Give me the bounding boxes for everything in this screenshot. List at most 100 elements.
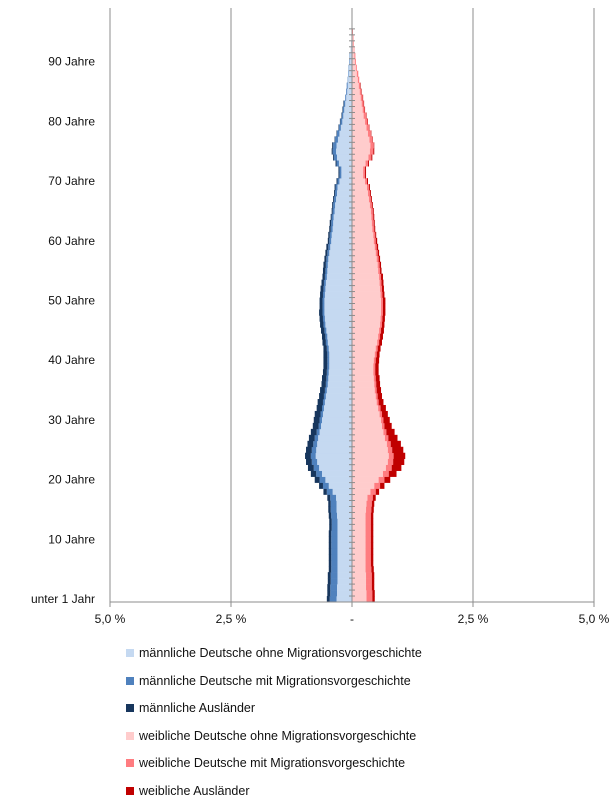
bar-female-s1-age-53 bbox=[380, 280, 382, 286]
bar-female-s1-age-7 bbox=[366, 554, 371, 560]
bar-male-s1-age-7 bbox=[331, 554, 337, 560]
bar-male-s2-age-38 bbox=[323, 369, 327, 375]
bar-female-s1-age-64 bbox=[371, 214, 373, 220]
bar-female-s2-age-38 bbox=[375, 369, 378, 375]
bar-male-s0-age-72 bbox=[341, 166, 352, 172]
bar-male-s2-age-21 bbox=[311, 471, 316, 477]
bar-female-s0-age-6 bbox=[352, 560, 366, 566]
bar-female-s1-age-25 bbox=[388, 447, 392, 453]
bar-female-s2-age-54 bbox=[381, 274, 383, 280]
bar-male-s2-age-68 bbox=[334, 190, 335, 196]
bar-female-s2-age-64 bbox=[373, 214, 374, 220]
bar-female-s2-age-0 bbox=[372, 596, 374, 602]
bar-male-s2-age-63 bbox=[330, 220, 331, 226]
bar-female-s1-age-40 bbox=[374, 357, 376, 363]
bar-male-s2-age-35 bbox=[320, 387, 325, 393]
bar-male-s1-age-73 bbox=[337, 160, 339, 166]
bar-female-s1-age-62 bbox=[372, 226, 374, 232]
bar-female-s2-age-37 bbox=[376, 375, 380, 381]
bar-female-s0-age-70 bbox=[352, 178, 365, 184]
bar-male-s1-age-40 bbox=[327, 357, 329, 363]
bar-female-s0-age-24 bbox=[352, 453, 389, 459]
bar-female-s0-age-64 bbox=[352, 214, 371, 220]
bar-male-s0-age-32 bbox=[324, 405, 352, 411]
bar-male-s1-age-21 bbox=[316, 471, 322, 477]
bar-male-s1-age-25 bbox=[312, 447, 316, 453]
bar-male-s1-age-56 bbox=[326, 262, 328, 268]
bar-female-s0-age-25 bbox=[352, 447, 388, 453]
bar-male-s0-age-12 bbox=[337, 524, 352, 530]
bar-female-s2-age-5 bbox=[371, 566, 373, 572]
bar-female-s1-age-68 bbox=[368, 190, 370, 196]
bar-male-s2-age-16 bbox=[328, 501, 330, 507]
bar-male-s1-age-47 bbox=[323, 315, 325, 321]
bar-female-s1-age-73 bbox=[366, 160, 368, 166]
bar-male-s0-age-83 bbox=[345, 101, 352, 107]
bar-female-s2-age-35 bbox=[377, 387, 381, 393]
bar-female-s0-age-16 bbox=[352, 501, 367, 507]
bar-female-s1-age-43 bbox=[377, 339, 379, 345]
bar-male-s0-age-31 bbox=[323, 411, 352, 417]
bar-male-s0-age-4 bbox=[337, 572, 352, 578]
bar-female-s0-age-50 bbox=[352, 298, 381, 304]
bar-male-s2-age-0 bbox=[327, 596, 330, 602]
bar-female-s2-age-71 bbox=[365, 172, 366, 178]
bar-male-s1-age-38 bbox=[327, 369, 329, 375]
bar-female-s1-age-70 bbox=[365, 178, 367, 184]
bar-male-s1-age-29 bbox=[319, 423, 321, 429]
bar-female-s1-age-34 bbox=[376, 393, 378, 399]
bar-male-s1-age-43 bbox=[326, 339, 328, 345]
bar-female-s1-age-67 bbox=[369, 196, 371, 202]
bar-female-s1-age-78 bbox=[368, 130, 371, 136]
bar-female-s1-age-36 bbox=[374, 381, 376, 387]
bar-male-s2-age-55 bbox=[323, 268, 325, 274]
bar-female-s0-age-48 bbox=[352, 309, 381, 315]
x-tick-label-2: - bbox=[350, 612, 354, 626]
bar-male-s0-age-20 bbox=[325, 477, 352, 483]
bar-male-s1-age-10 bbox=[331, 536, 337, 542]
bar-female-s0-age-41 bbox=[352, 351, 375, 357]
bar-male-s0-age-10 bbox=[337, 536, 352, 542]
bar-male-s1-age-72 bbox=[339, 166, 341, 172]
bar-male-s0-age-81 bbox=[343, 112, 352, 118]
bar-male-s2-age-67 bbox=[333, 196, 334, 202]
bar-female-s1-age-45 bbox=[379, 327, 381, 333]
bar-male-s1-age-83 bbox=[344, 101, 345, 107]
bar-female-s1-age-58 bbox=[376, 250, 378, 256]
bar-male-s0-age-50 bbox=[324, 298, 352, 304]
bar-male-s1-age-66 bbox=[333, 202, 335, 208]
bar-male-s0-age-25 bbox=[316, 447, 352, 453]
bar-male-s2-age-45 bbox=[321, 327, 324, 333]
bar-male-s1-age-59 bbox=[328, 244, 330, 250]
bar-female-s1-age-20 bbox=[379, 477, 385, 483]
bar-male-s0-age-61 bbox=[332, 232, 352, 238]
bar-male-s1-age-46 bbox=[323, 321, 325, 327]
bar-female-s2-age-21 bbox=[389, 471, 397, 477]
legend-swatch-4 bbox=[126, 759, 134, 767]
bar-female-s1-age-18 bbox=[370, 489, 375, 495]
bar-male-s0-age-56 bbox=[328, 262, 352, 268]
bar-male-s0-age-63 bbox=[333, 220, 352, 226]
bar-male-s0-age-26 bbox=[317, 441, 352, 447]
bar-female-s0-age-82 bbox=[352, 106, 363, 112]
bar-female-s0-age-29 bbox=[352, 423, 382, 429]
bar-male-s2-age-39 bbox=[323, 363, 327, 369]
bar-female-s1-age-56 bbox=[378, 262, 380, 268]
bar-male-s1-age-52 bbox=[323, 286, 325, 292]
bar-female-s0-age-53 bbox=[352, 280, 380, 286]
bar-female-s0-age-74 bbox=[352, 154, 368, 160]
bar-female-s2-age-36 bbox=[376, 381, 380, 387]
bar-female-s0-age-63 bbox=[352, 220, 372, 226]
bar-female-s0-age-85 bbox=[352, 89, 360, 95]
bar-male-s2-age-33 bbox=[318, 399, 323, 405]
bar-female-s0-age-17 bbox=[352, 495, 367, 501]
bar-female-s1-age-51 bbox=[381, 292, 383, 298]
bar-male-s1-age-20 bbox=[320, 477, 326, 483]
bar-male-s2-age-49 bbox=[320, 304, 323, 310]
bar-female-s0-age-88 bbox=[352, 71, 357, 77]
bar-male-s2-age-75 bbox=[332, 148, 333, 154]
bar-male-s1-age-49 bbox=[322, 304, 324, 310]
bar-female-s1-age-9 bbox=[366, 542, 371, 548]
bar-female-s0-age-62 bbox=[352, 226, 372, 232]
bar-female-s0-age-54 bbox=[352, 274, 379, 280]
